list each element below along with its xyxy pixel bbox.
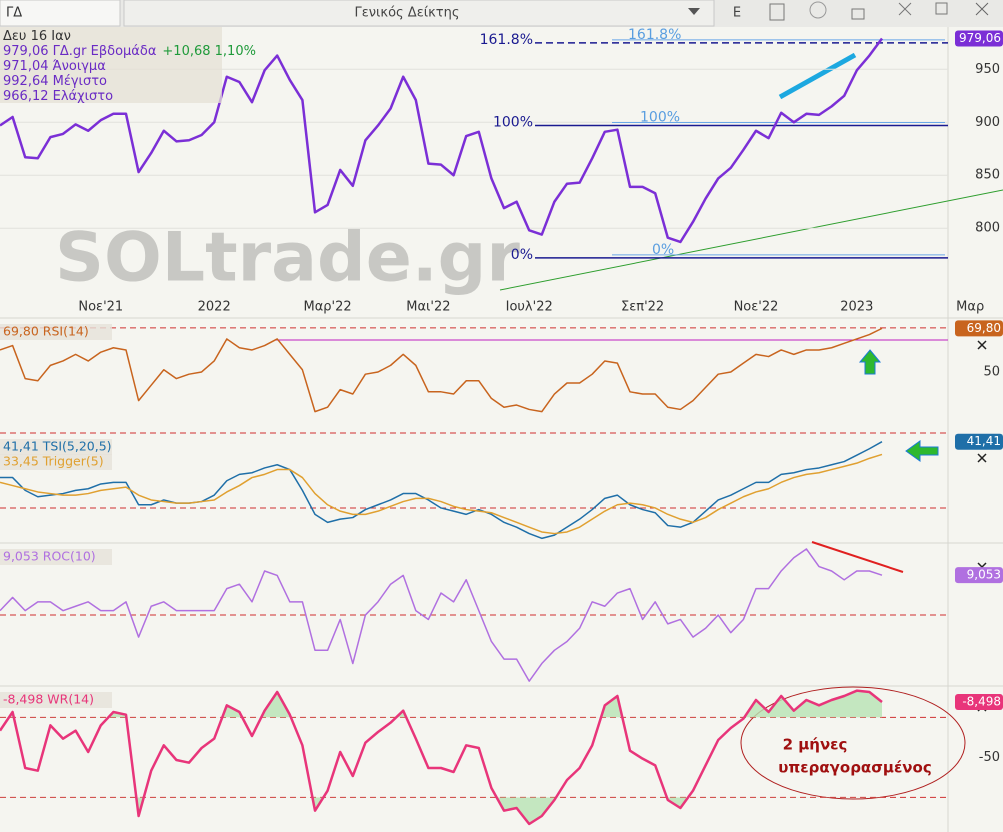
x-tick-label: Μαρ'22 <box>304 300 352 315</box>
up-arrow <box>858 349 882 375</box>
x-tick-label: Μαρ <box>956 300 984 315</box>
legend-bg <box>0 692 112 708</box>
index-name: Γενικός Δείκτης <box>355 6 460 21</box>
dropdown-arrow[interactable] <box>688 8 700 15</box>
value-tag <box>955 693 1003 710</box>
fib-label: 161.8% <box>628 27 681 43</box>
value-tag-label: -8,498 <box>962 694 1001 708</box>
annotation: 2 μήνες <box>783 736 848 754</box>
y-tick-label: -50 <box>979 750 1000 765</box>
info-line: 992,64 Μέγιστο <box>3 74 107 89</box>
trend-line <box>499 189 1003 291</box>
legend-bg <box>0 549 112 565</box>
close-icon[interactable] <box>977 340 987 350</box>
x-tick-label: Ιουλ'22 <box>506 300 553 315</box>
y-tick-label: 850 <box>975 168 1000 183</box>
x-tick-label: Σεπ'22 <box>621 300 664 315</box>
info-bg <box>0 27 222 103</box>
x-tick-label: Νοε'22 <box>734 300 779 315</box>
value-tag-label: 41,41 <box>967 434 1001 448</box>
hand-line <box>811 541 904 573</box>
fib-label: 100% <box>640 109 680 125</box>
icon-copy[interactable] <box>769 3 785 21</box>
annotation: υπεραγορασμένος <box>778 759 931 777</box>
fib-label: 161.8% <box>480 32 533 48</box>
y-tick-label: 900 <box>975 115 1000 130</box>
info-text: Δευ 16 Ιαν <box>3 29 71 44</box>
fib-label: 0% <box>652 242 674 258</box>
icon-close[interactable] <box>975 2 989 16</box>
legend-label: -8,498 WR(14) <box>3 692 94 707</box>
legend-label: 9,053 ROC(10) <box>3 549 96 564</box>
y-tick-label: 950 <box>975 62 1000 77</box>
legend-bg <box>0 454 112 470</box>
zone-fill <box>0 690 882 718</box>
info-line: 979,06 ΓΔ.gr Εβδομάδα +10,68 1,10% <box>3 44 256 59</box>
series-line <box>0 689 883 826</box>
info-line: Δευ 16 Ιαν <box>3 29 71 44</box>
info-text: 971,04 Άνοιγμα <box>3 59 106 74</box>
series-line <box>0 37 884 244</box>
series-line <box>0 548 883 682</box>
info-text: 966,12 Ελάχιστο <box>3 89 113 104</box>
x-tick-label: Νοε'21 <box>78 300 123 315</box>
value-tag <box>955 567 1003 584</box>
annotation-ellipse <box>740 686 966 800</box>
symbol: ΓΔ <box>6 6 22 21</box>
watermark: SOLtrade.gr <box>55 219 520 298</box>
left-arrow <box>905 440 939 462</box>
info-line: 971,04 Άνοιγμα <box>3 59 106 74</box>
icon-lock[interactable] <box>851 8 865 20</box>
x-tick-label: 2022 <box>198 300 231 315</box>
panel-separators <box>0 27 1003 832</box>
fib-label: 0% <box>511 247 533 263</box>
x-tick-label: Μαι'22 <box>406 300 450 315</box>
info-text: 992,64 Μέγιστο <box>3 74 107 89</box>
legend-label: 69,80 RSI(14) <box>3 324 89 339</box>
value-tag <box>955 320 1003 337</box>
legend-label: 41,41 TSI(5,20,5) <box>3 439 112 454</box>
legend-bg <box>0 324 112 340</box>
icon-quote[interactable] <box>809 1 827 19</box>
series-line <box>0 441 883 540</box>
series-line <box>0 453 883 535</box>
value-tag <box>955 30 1003 47</box>
x-tick-label: 2023 <box>840 300 873 315</box>
toolbar-button[interactable]: E <box>733 6 741 21</box>
info-line: 966,12 Ελάχιστο <box>3 89 113 104</box>
legend-label: 33,45 Trigger(5) <box>3 454 104 469</box>
series-line <box>0 327 883 413</box>
fib-label: 100% <box>493 114 533 130</box>
value-tag-label: 979,06 <box>959 31 1001 45</box>
symbol-box[interactable] <box>0 0 121 27</box>
value-tag <box>955 433 1003 450</box>
icon-window[interactable] <box>935 2 948 15</box>
legend-bg <box>0 439 112 455</box>
value-tag-label: 69,80 <box>967 321 1001 335</box>
info-text: +10,68 1,10% <box>162 44 256 59</box>
name-box[interactable] <box>123 0 715 27</box>
hand-line <box>778 52 857 100</box>
y-tick-label: 50 <box>983 364 1000 379</box>
value-tag-label: 9,053 <box>967 568 1001 582</box>
icon-pin[interactable] <box>898 2 912 16</box>
info-text: 979,06 ΓΔ.gr Εβδομάδα <box>3 44 156 59</box>
close-icon[interactable] <box>977 453 987 463</box>
y-tick-label: 800 <box>975 221 1000 236</box>
